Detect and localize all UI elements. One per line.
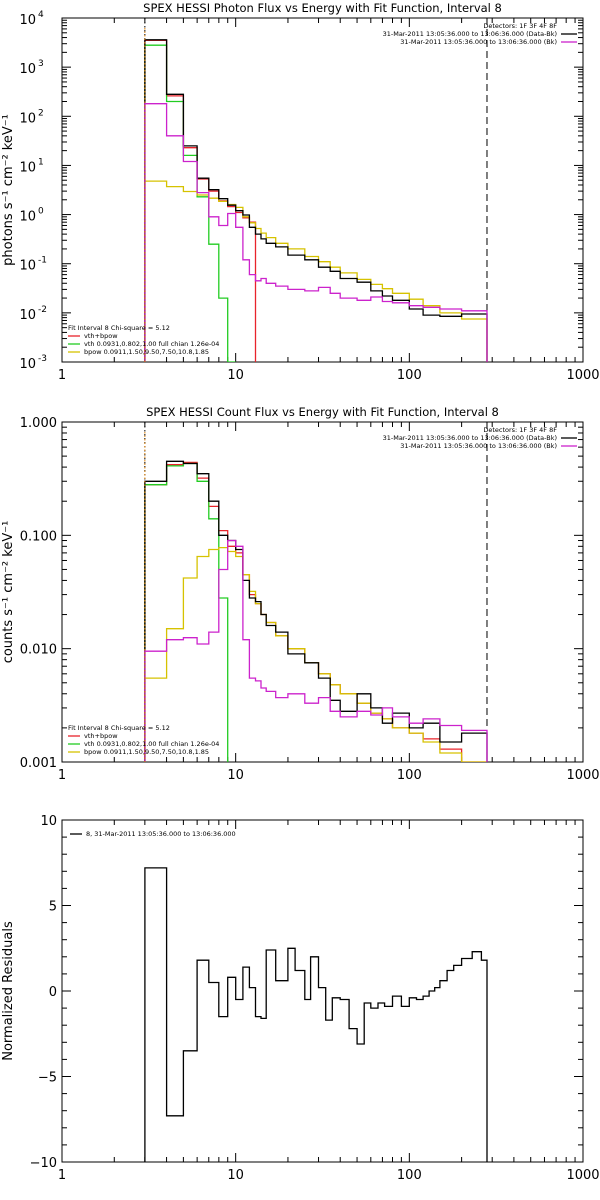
legend-entry: 31-Mar-2011 13:05:36.000 to 13:06:36.000… [383,434,557,442]
y-tick-label-base: 10 [19,160,36,175]
series-bpow [144,546,487,762]
chart-title: SPEX HESSI Photon Flux vs Energy with Fi… [143,1,502,15]
x-axis: 1 10 100 1000 [58,18,600,383]
y-tick-label: 10 [19,308,36,323]
legend-entry: 8, 31-Mar-2011 13:05:36.000 to 13:06:36.… [86,830,236,838]
y-axis: 0.001 0.010 0.100 1.000 [20,416,583,771]
y-axis-label: Normalized Residuals [1,921,16,1061]
y-axis: −10 −5 0 5 10 [30,814,583,1171]
y-tick-label-base: 10 [19,13,36,28]
x-tick-label: 1 [58,768,66,783]
x-tick-label: 1000 [566,1168,599,1183]
y-tick-label: 10 [19,62,36,77]
x-tick-label: 100 [397,1168,422,1183]
y-tick-label-exponent: -1 [38,256,47,266]
x-tick-label: 1 [58,368,66,383]
residuals-panel: 1 10 100 1000 −10 −5 0 5 10 Normalized Residuals 8… [1,814,600,1183]
y-tick-label: −10 [30,1156,57,1171]
y-tick-label: 10 [19,210,36,225]
legend-entry: bpow 0.0911,1.50,9.50,7.50,10.8,1.85 [84,748,209,756]
plot-frame [61,17,584,363]
y-tick-label-exponent: 1 [38,157,44,167]
photon-flux-panel: SPEX HESSI Photon Flux vs Energy with Fi… [1,1,600,383]
y-tick-label-base: 10 [19,62,36,77]
legend-entry: 31-Mar-2011 13:05:36.000 to 13:06:36.000… [400,442,557,450]
y-tick-label: 10 [19,259,36,274]
series-group [144,39,488,362]
y-tick-label: 10 [19,160,36,175]
legend-bottom-left: Fit Interval 8 Chi-square = 5.12vth+bpow… [68,324,219,356]
y-tick-label: 5 [49,900,57,915]
y-tick-label: 0.100 [20,529,57,544]
y-axis-label: photons s⁻¹ cm⁻² keV⁻¹ [1,114,16,266]
legend-entry: 31-Mar-2011 13:05:36.000 to 13:06:36.000… [400,38,557,46]
x-tick-label: 1000 [566,368,599,383]
plot-frame [61,421,584,763]
y-tick-label: 10 [19,111,36,126]
legend-header: Fit Interval 8 Chi-square = 5.12 [68,324,170,332]
legend-entry: 31-Mar-2011 13:05:36.000 to 13:06:36.000… [383,30,557,38]
x-tick-label: 10 [227,368,244,383]
y-tick-label-exponent: -3 [38,354,47,364]
legend-bottom-left: Fit Interval 8 Chi-square = 5.12vth+bpow… [68,724,219,756]
legend-header: Detectors: 1F 3F 4F 8F [483,22,557,30]
legend-entry: vth+bpow [84,332,118,340]
legend-entry: vth+bpow [84,732,118,740]
legend-header: Detectors: 1F 3F 4F 8F [483,426,557,434]
y-tick-label: 0.010 [20,643,57,658]
y-tick-label: 10 [40,814,57,829]
count-flux-panel: SPEX HESSI Count Flux vs Energy with Fit… [1,405,600,783]
y-tick-label-base: 10 [19,111,36,126]
x-axis: 1 10 100 1000 [58,820,600,1183]
series-group [144,460,488,762]
y-tick-label-base: 10 [19,308,36,323]
legend-entry: bpow 0.0911,1.50,9.50,7.50,10.8,1.85 [84,348,209,356]
x-tick-label: 1000 [566,768,599,783]
y-tick-label-base: 10 [19,210,36,225]
x-tick-label: 10 [227,1168,244,1183]
x-tick-label: 100 [397,768,422,783]
y-tick-label-exponent: 3 [38,59,44,69]
chart-title: SPEX HESSI Count Flux vs Energy with Fit… [146,405,499,419]
y-tick-label-base: 10 [19,357,36,372]
series-bk [144,539,488,762]
legend-top-left: 8, 31-Mar-2011 13:05:36.000 to 13:06:36.… [70,830,236,838]
y-tick-label-exponent: 4 [38,10,44,20]
x-tick-label: 100 [397,368,422,383]
y-tick-label-base: 10 [19,259,36,274]
y-tick-label: 1.000 [20,416,57,431]
y-tick-label: 10 [19,13,36,28]
x-axis: 1 10 100 1000 [58,422,600,783]
legend-entry: vth 0.0931,0.802,1.00 full chian 1.26e-0… [84,740,219,748]
series-residual [144,867,488,1162]
y-axis-label: counts s⁻¹ cm⁻² keV⁻¹ [1,521,16,664]
y-tick-label-exponent: 2 [38,108,44,118]
legend-entry: vth 0.0931,0.802,1.00 full chian 1.26e-0… [84,340,219,348]
y-tick-label: 10 [19,357,36,372]
y-tick-label: 0 [49,985,57,1000]
series-group [144,867,488,1162]
y-tick-label: −5 [38,1071,57,1086]
series-bpow [144,180,488,362]
legend-header: Fit Interval 8 Chi-square = 5.12 [68,724,170,732]
x-tick-label: 10 [227,768,244,783]
y-tick-label-exponent: -2 [38,305,47,315]
series-bk [144,103,488,362]
y-tick-label-exponent: 0 [38,207,44,217]
x-tick-label: 1 [58,1168,66,1183]
y-tick-label: 0.001 [20,756,57,771]
